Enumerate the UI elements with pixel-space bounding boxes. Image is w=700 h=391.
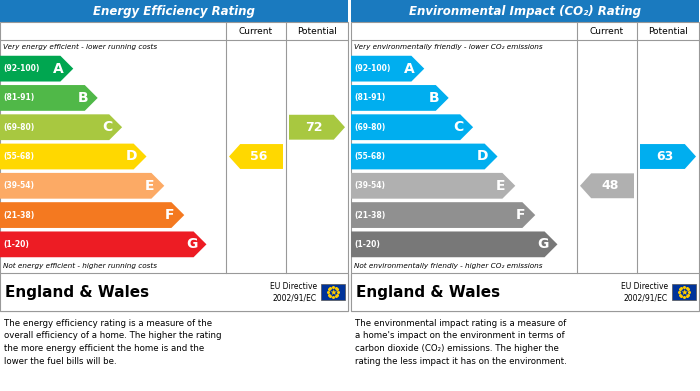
Text: C: C bbox=[453, 120, 463, 134]
Polygon shape bbox=[0, 202, 184, 228]
Bar bbox=[0, 0, 348, 22]
Text: (55-68): (55-68) bbox=[354, 152, 385, 161]
Text: B: B bbox=[428, 91, 439, 105]
Polygon shape bbox=[580, 173, 634, 198]
Polygon shape bbox=[289, 115, 345, 140]
Text: (39-54): (39-54) bbox=[3, 181, 34, 190]
Text: (92-100): (92-100) bbox=[3, 64, 39, 73]
Text: Energy Efficiency Rating: Energy Efficiency Rating bbox=[93, 5, 255, 18]
Text: EU Directive
2002/91/EC: EU Directive 2002/91/EC bbox=[270, 282, 317, 302]
Text: ★: ★ bbox=[329, 287, 337, 296]
Text: 63: 63 bbox=[657, 150, 674, 163]
Text: A: A bbox=[53, 62, 64, 75]
Bar bbox=[0, 22, 348, 311]
Polygon shape bbox=[0, 114, 122, 140]
Polygon shape bbox=[351, 231, 557, 257]
Bar bbox=[672, 284, 696, 300]
Text: Very environmentally friendly - lower CO₂ emissions: Very environmentally friendly - lower CO… bbox=[354, 44, 542, 50]
Text: Environmental Impact (CO₂) Rating: Environmental Impact (CO₂) Rating bbox=[409, 5, 641, 18]
Text: (55-68): (55-68) bbox=[3, 152, 34, 161]
Polygon shape bbox=[351, 143, 498, 169]
Polygon shape bbox=[640, 144, 696, 169]
Text: Not energy efficient - higher running costs: Not energy efficient - higher running co… bbox=[3, 263, 157, 269]
Text: (69-80): (69-80) bbox=[3, 123, 34, 132]
Text: Not environmentally friendly - higher CO₂ emissions: Not environmentally friendly - higher CO… bbox=[354, 263, 542, 269]
Text: 72: 72 bbox=[305, 121, 323, 134]
Text: A: A bbox=[404, 62, 414, 75]
Polygon shape bbox=[351, 202, 536, 228]
Bar bbox=[351, 273, 699, 311]
Text: (81-91): (81-91) bbox=[3, 93, 34, 102]
Polygon shape bbox=[351, 173, 515, 199]
Text: F: F bbox=[164, 208, 174, 222]
Text: 56: 56 bbox=[250, 150, 267, 163]
Polygon shape bbox=[351, 85, 449, 111]
Text: (21-38): (21-38) bbox=[3, 211, 34, 220]
Text: England & Wales: England & Wales bbox=[356, 285, 500, 300]
Text: EU Directive
2002/91/EC: EU Directive 2002/91/EC bbox=[621, 282, 668, 302]
Text: Very energy efficient - lower running costs: Very energy efficient - lower running co… bbox=[3, 44, 157, 50]
Text: B: B bbox=[78, 91, 88, 105]
Bar bbox=[321, 284, 345, 300]
Polygon shape bbox=[351, 114, 473, 140]
Text: 48: 48 bbox=[601, 179, 619, 192]
Text: D: D bbox=[126, 149, 137, 163]
Text: C: C bbox=[102, 120, 112, 134]
Text: The energy efficiency rating is a measure of the
overall efficiency of a home. T: The energy efficiency rating is a measur… bbox=[4, 319, 221, 366]
Polygon shape bbox=[0, 143, 146, 169]
Text: (1-20): (1-20) bbox=[354, 240, 380, 249]
Text: England & Wales: England & Wales bbox=[5, 285, 149, 300]
Text: Current: Current bbox=[590, 27, 624, 36]
Text: E: E bbox=[496, 179, 505, 193]
Text: The environmental impact rating is a measure of
a home's impact on the environme: The environmental impact rating is a mea… bbox=[355, 319, 567, 366]
Text: (92-100): (92-100) bbox=[354, 64, 391, 73]
Text: ★: ★ bbox=[680, 287, 687, 296]
Text: (81-91): (81-91) bbox=[354, 93, 385, 102]
Text: Potential: Potential bbox=[297, 27, 337, 36]
Polygon shape bbox=[351, 56, 424, 82]
Polygon shape bbox=[229, 144, 283, 169]
Polygon shape bbox=[0, 56, 74, 82]
Polygon shape bbox=[0, 85, 98, 111]
Bar bbox=[351, 0, 699, 22]
Bar bbox=[0, 273, 348, 311]
Text: (1-20): (1-20) bbox=[3, 240, 29, 249]
Text: (69-80): (69-80) bbox=[354, 123, 385, 132]
Polygon shape bbox=[0, 173, 164, 199]
Text: (39-54): (39-54) bbox=[354, 181, 385, 190]
Text: G: G bbox=[537, 237, 548, 251]
Text: (21-38): (21-38) bbox=[354, 211, 385, 220]
Text: D: D bbox=[477, 149, 489, 163]
Text: E: E bbox=[145, 179, 154, 193]
Text: F: F bbox=[516, 208, 525, 222]
Text: Potential: Potential bbox=[648, 27, 688, 36]
Text: Current: Current bbox=[239, 27, 273, 36]
Text: G: G bbox=[186, 237, 197, 251]
Polygon shape bbox=[0, 231, 206, 257]
Bar bbox=[351, 22, 699, 311]
